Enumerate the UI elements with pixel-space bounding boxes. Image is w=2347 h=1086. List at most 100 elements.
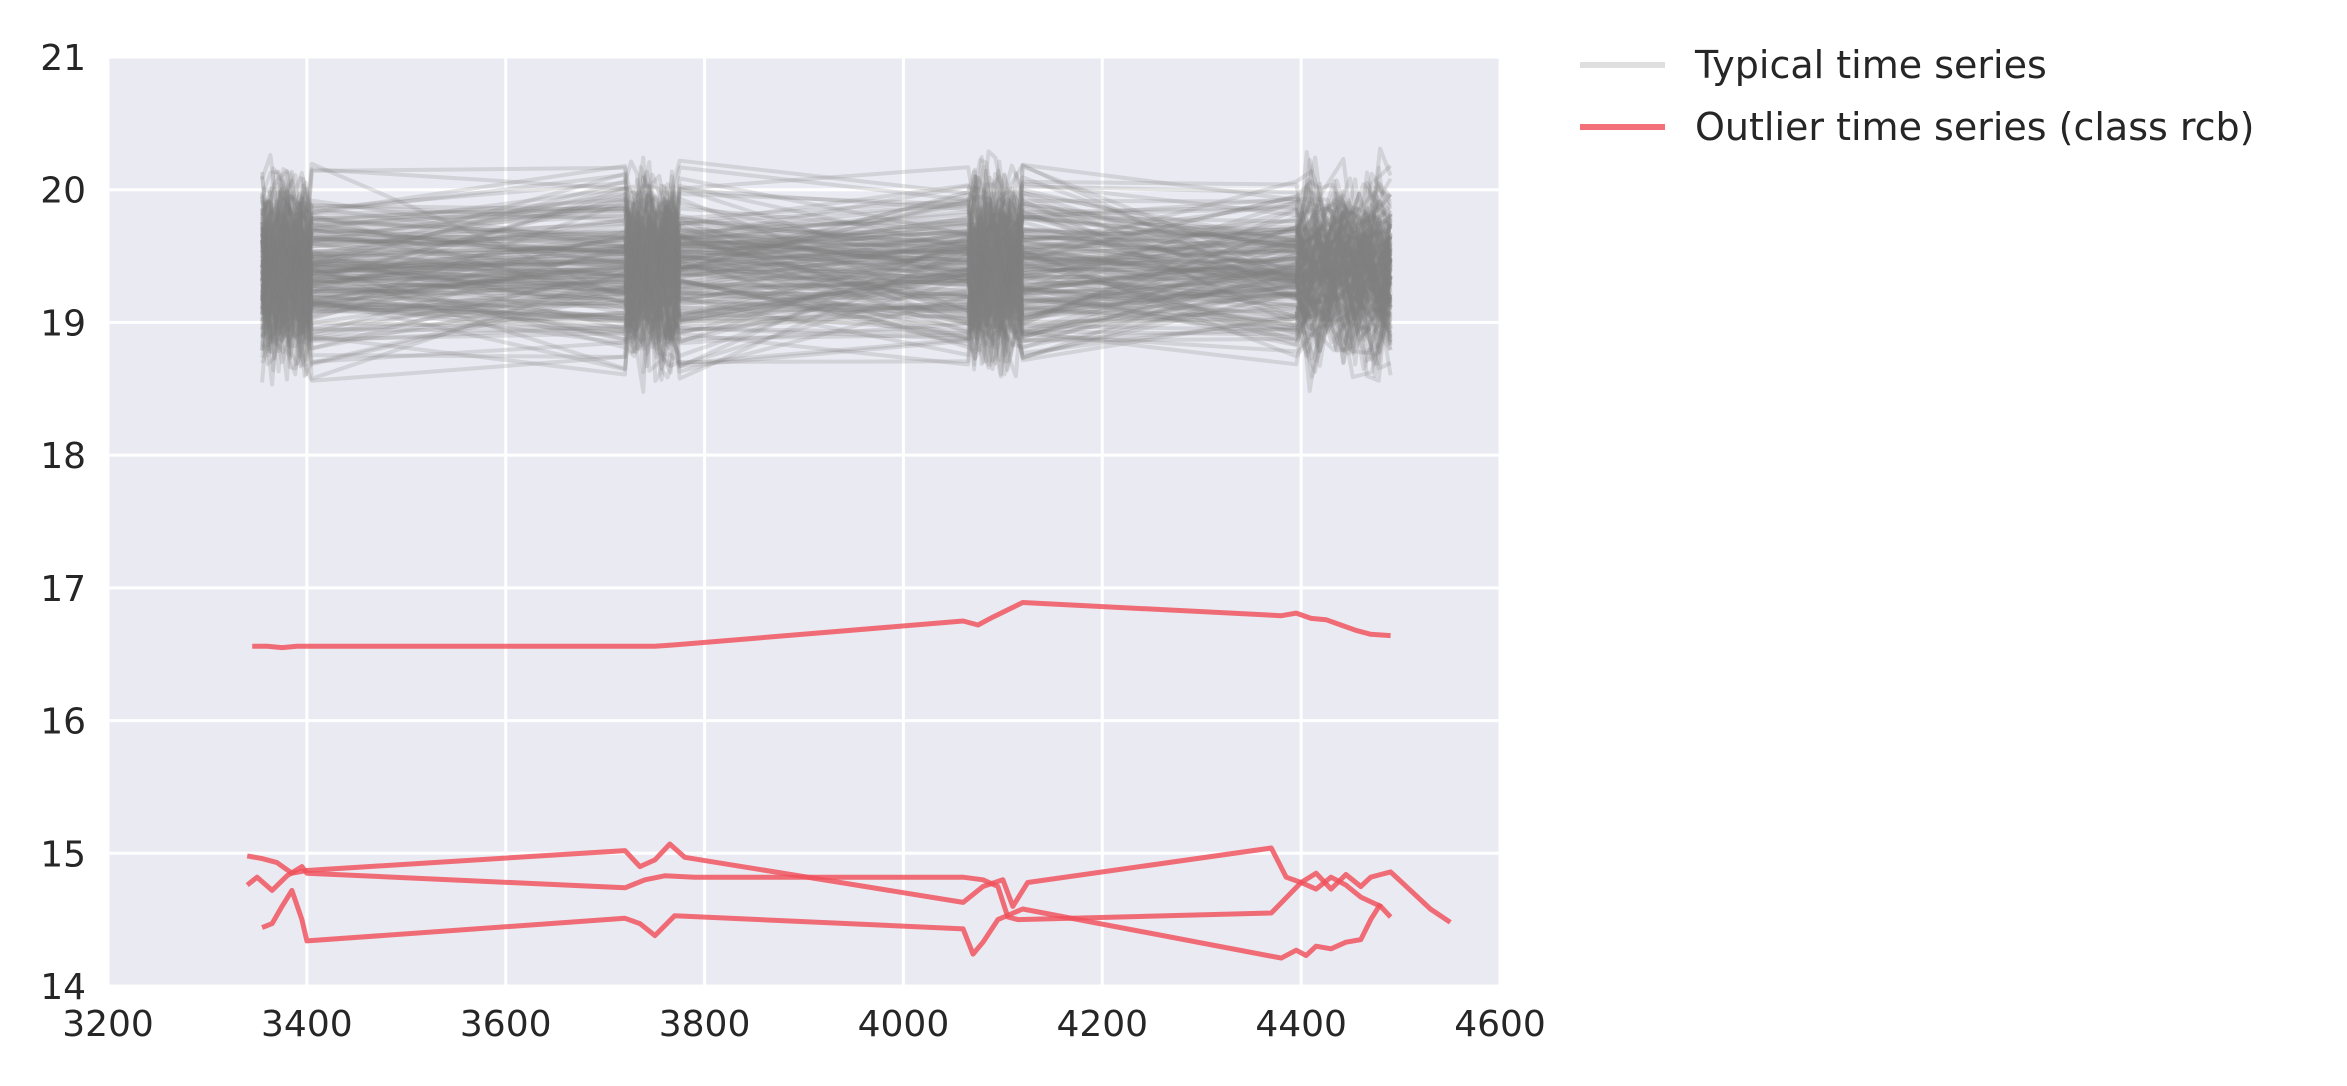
typical-series-line: [260, 182, 1393, 273]
typical-series-line: [260, 213, 1393, 297]
typical-series-line: [260, 237, 1393, 318]
x-tick-label: 3600: [460, 1004, 552, 1045]
typical-series-line: [260, 210, 1393, 324]
typical-series-line: [260, 232, 1393, 334]
typical-series-line: [260, 227, 1392, 289]
typical-series-line: [260, 244, 1393, 383]
typical-series-line: [260, 197, 1393, 291]
typical-series-line: [260, 252, 1393, 356]
typical-series-line: [260, 220, 1393, 328]
typical-series-line: [261, 214, 1393, 248]
typical-series-line: [260, 174, 1393, 307]
typical-series-line: [260, 146, 1393, 289]
typical-series-line: [260, 186, 1392, 267]
typical-series-line: [260, 250, 1393, 346]
typical-series-line: [260, 250, 1391, 306]
typical-series-line: [261, 157, 1393, 304]
typical-series-line: [260, 155, 1393, 302]
typical-series-line: [260, 219, 1393, 340]
outlier-series-lines: [245, 600, 1452, 961]
typical-series-line: [260, 232, 1393, 374]
typical-series-line: [260, 214, 1393, 322]
y-tick-label: 17: [40, 569, 86, 610]
typical-series-line: [260, 189, 1393, 279]
typical-series-line: [260, 199, 1393, 310]
typical-series-line: [260, 258, 1393, 341]
typical-series-line: [260, 208, 1392, 289]
typical-series-line: [261, 226, 1393, 288]
typical-series-line: [260, 205, 1393, 320]
typical-series-lines: [260, 146, 1393, 394]
typical-series-line: [260, 197, 1392, 332]
typical-series-line: [260, 171, 1392, 289]
typical-series-line: [260, 174, 1393, 295]
typical-series-line: [260, 243, 1392, 326]
typical-series-line: [260, 288, 1392, 351]
typical-series-line: [260, 204, 1393, 341]
typical-series-line: [260, 162, 1393, 284]
typical-series-line: [260, 191, 1393, 280]
typical-series-line: [260, 234, 1393, 383]
typical-series-line: [260, 207, 1393, 286]
typical-series-line: [260, 221, 1393, 304]
typical-series-line: [260, 243, 1393, 394]
typical-series-line: [260, 189, 1393, 291]
typical-series-line: [260, 209, 1392, 347]
typical-series-line: [260, 225, 1393, 328]
typical-series-line: [260, 186, 1393, 330]
typical-series-line: [260, 165, 1392, 274]
typical-series-line: [260, 170, 1393, 285]
legend: Typical time series Outlier time series …: [1580, 43, 2255, 149]
x-tick-label: 3400: [261, 1004, 353, 1045]
typical-series-line: [260, 246, 1393, 289]
typical-series-line: [260, 222, 1393, 281]
typical-series-line: [260, 209, 1393, 335]
typical-series-line: [260, 263, 1393, 364]
typical-series-line: [261, 263, 1393, 320]
typical-series-line: [260, 280, 1392, 336]
typical-series-line: [260, 198, 1393, 322]
typical-series-line: [260, 239, 1392, 369]
typical-series-line: [260, 235, 1393, 285]
typical-series-line: [260, 216, 1393, 351]
typical-series-line: [260, 260, 1393, 301]
typical-series-line: [260, 211, 1393, 323]
typical-series-line: [260, 214, 1393, 306]
typical-series-line: [261, 215, 1393, 265]
typical-series-line: [260, 236, 1393, 282]
typical-series-line: [260, 164, 1393, 289]
typical-series-line: [260, 219, 1393, 282]
typical-series-line: [260, 237, 1393, 316]
typical-series-line: [260, 228, 1393, 272]
typical-series-line: [260, 246, 1393, 374]
typical-series-line: [260, 204, 1393, 290]
typical-series-line: [260, 206, 1393, 282]
typical-series-line: [260, 240, 1392, 305]
typical-series-line: [260, 253, 1392, 292]
typical-series-line: [261, 252, 1392, 371]
y-tick-label: 15: [40, 834, 86, 875]
typical-series-line: [260, 263, 1392, 323]
typical-series-line: [260, 217, 1393, 367]
typical-series-line: [260, 274, 1393, 359]
typical-series-line: [260, 290, 1393, 351]
typical-series-line: [260, 237, 1391, 272]
typical-series-line: [260, 192, 1392, 326]
typical-series-line: [260, 282, 1393, 342]
typical-series-line: [260, 202, 1393, 304]
typical-series-line: [260, 238, 1393, 371]
typical-series-line: [260, 193, 1393, 287]
typical-series-line: [260, 223, 1393, 322]
x-tick-label: 4200: [1056, 1004, 1148, 1045]
typical-series-line: [260, 205, 1393, 282]
typical-series-line: [260, 159, 1393, 288]
legend-label-typical: Typical time series: [1694, 43, 2047, 87]
typical-series-line: [260, 264, 1393, 367]
typical-series-line: [260, 167, 1393, 279]
typical-series-line: [260, 234, 1393, 283]
typical-series-line: [261, 190, 1391, 304]
typical-series-line: [260, 279, 1393, 326]
typical-series-line: [260, 257, 1393, 368]
typical-series-line: [260, 217, 1393, 365]
typical-series-line: [260, 251, 1393, 336]
